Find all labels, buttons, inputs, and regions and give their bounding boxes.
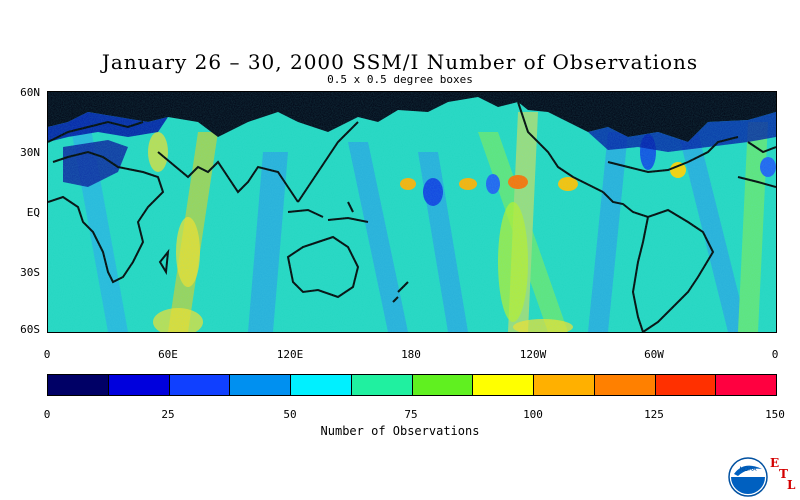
lat-label-30s: 30S <box>20 266 40 279</box>
colorbar-tick-125: 125 <box>644 408 664 421</box>
map-title: January 26 – 30, 2000 SSM/I Number of Ob… <box>101 50 699 74</box>
lon-label-60e: 60E <box>158 348 178 361</box>
lon-label-0: 0 <box>43 348 51 361</box>
colorbar-label: Number of Observations <box>320 424 480 438</box>
noaa-logo: NOAA <box>728 457 768 497</box>
lon-label-60w: 60W <box>644 348 664 361</box>
color-bar-segment <box>230 375 291 395</box>
colorbar-tick-75: 75 <box>404 408 418 421</box>
colorbar-tick-50: 50 <box>283 408 297 421</box>
lat-label-eq: EQ <box>26 206 40 219</box>
observation-count-map <box>47 91 777 333</box>
color-bar-segment <box>655 375 717 395</box>
noaa-logo-text: NOAA <box>739 467 756 473</box>
color-bar-segment <box>534 375 595 395</box>
color-bar-segment <box>594 375 656 395</box>
lat-label-60s: 60S <box>20 323 40 336</box>
colorbar-tick-0: 0 <box>43 408 51 421</box>
lon-label-120w: 120W <box>519 348 547 361</box>
lon-label-120e: 120E <box>276 348 304 361</box>
lon-label-0-right: 0 <box>771 348 779 361</box>
color-bar-segment <box>108 375 170 395</box>
lat-label-30n: 30N <box>20 146 40 159</box>
logo-letter-t: T <box>779 467 788 481</box>
colorbar-tick-100: 100 <box>523 408 543 421</box>
color-bar-segment <box>473 375 534 395</box>
lon-label-180: 180 <box>401 348 421 361</box>
color-bar-segment <box>412 375 474 395</box>
colorbar-tick-25: 25 <box>161 408 175 421</box>
color-bar-segment <box>169 375 231 395</box>
map-subtitle: 0.5 x 0.5 degree boxes <box>327 73 473 86</box>
color-bar-segment <box>351 375 413 395</box>
color-bar-segment <box>716 375 776 395</box>
color-bar-segment <box>48 375 109 395</box>
lat-label-60n: 60N <box>20 86 40 99</box>
logo-letter-l: L <box>787 478 796 492</box>
logo-letter-e: E <box>770 456 780 470</box>
color-bar <box>47 374 777 396</box>
colorbar-tick-150: 150 <box>765 408 785 421</box>
color-bar-segment <box>291 375 352 395</box>
map-field <box>48 92 776 332</box>
